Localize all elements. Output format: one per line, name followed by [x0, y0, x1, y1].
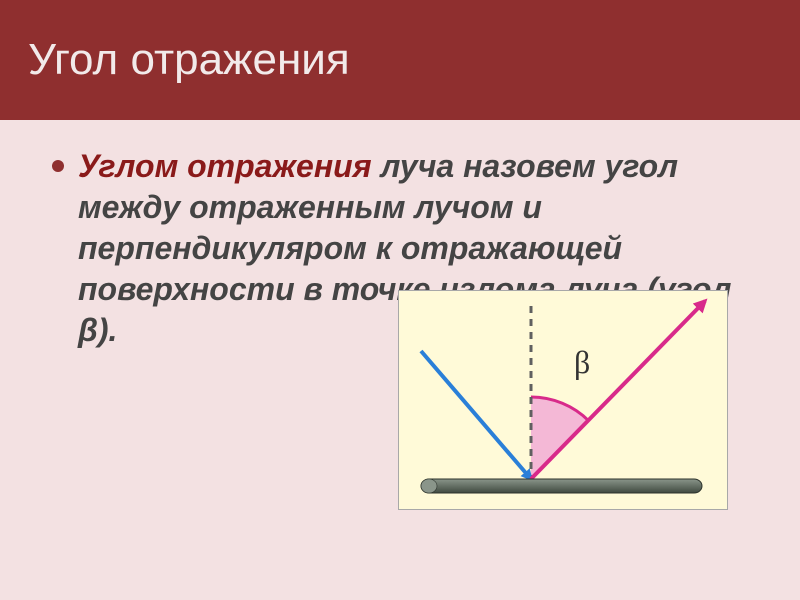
angle-label: β — [574, 344, 590, 380]
slide-header: Угол отражения — [0, 0, 800, 120]
slide-root: Угол отражения Углом отражения луча назо… — [0, 0, 800, 600]
slide-content: Углом отражения луча назовем угол между … — [0, 120, 800, 600]
page-title: Угол отражения — [28, 35, 350, 85]
incident-ray — [421, 351, 531, 479]
angle-wedge — [531, 397, 589, 479]
term: Углом отражения — [78, 148, 372, 184]
diagram-svg: β — [399, 291, 729, 511]
reflection-diagram: β — [398, 290, 728, 510]
reflected-ray — [531, 301, 705, 479]
surface-endcap — [421, 479, 437, 493]
bullet-icon — [52, 160, 64, 172]
reflecting-surface — [421, 479, 702, 493]
